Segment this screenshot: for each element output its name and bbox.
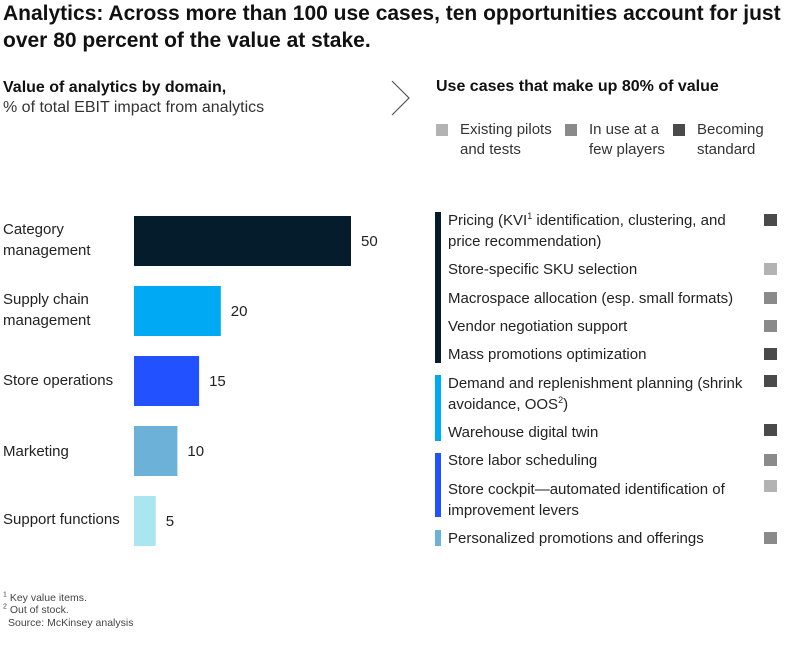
category-label: Category management (3, 221, 91, 259)
bar-support-functions (134, 496, 156, 546)
bar-supply-chain-management (134, 286, 221, 336)
status-square (764, 214, 777, 226)
legend-label-line2: standard (697, 141, 756, 158)
left-header-title: Value of analytics by domain, (3, 79, 227, 96)
status-square (764, 532, 777, 544)
category-label: Supply chain management (3, 291, 91, 329)
category-label: Store operations (3, 372, 114, 389)
use-case-labor-scheduling: Store labor scheduling (448, 452, 598, 469)
chart-title: Analytics: Across more than 100 use case… (3, 2, 781, 52)
footnote-1: 1 Key value items. (3, 591, 87, 605)
category-label: Support functions (3, 511, 120, 528)
group-bar-category-management (435, 212, 441, 363)
status-square (764, 424, 777, 436)
use-case-macrospace: Macrospace allocation (esp. small format… (448, 290, 734, 307)
legend-label-line1: In use at a (589, 121, 660, 138)
legend-label-line2: few players (589, 141, 665, 158)
footnote-2: 2 Out of stock. (3, 603, 69, 617)
legend-label-line1: Becoming (697, 121, 764, 138)
use-case-vendor-negotiation: Vendor negotiation support (448, 318, 628, 335)
use-case-warehouse-twin: Warehouse digital twin (448, 424, 599, 441)
legend-swatch (565, 124, 577, 136)
status-square (764, 375, 777, 387)
bar-value-label: 15 (209, 373, 226, 390)
legend-label-line1: Existing pilots (460, 121, 552, 138)
chevron-right-icon (391, 80, 410, 116)
legend-label-line2: and tests (460, 141, 521, 158)
bar-marketing (134, 426, 178, 476)
use-case-demand-planning: Demand and replenishment planning (shrin… (448, 375, 743, 413)
status-square (764, 348, 777, 360)
left-header-subtitle: % of total EBIT impact from analytics (3, 99, 265, 116)
right-header: Use cases that make up 80% of value (436, 78, 719, 95)
use-case-store-cockpit: Store cockpit—automated identification o… (448, 481, 725, 519)
source-note: Source: McKinsey analysis (8, 617, 134, 629)
use-case-sku-selection: Store-specific SKU selection (448, 261, 638, 278)
group-bar-marketing (435, 530, 441, 546)
bar-store-operations (134, 356, 200, 406)
bar-value-label: 5 (166, 513, 174, 530)
legend-swatch (436, 124, 448, 136)
status-square (764, 292, 777, 304)
left-header: Value of analytics by domain, % of total… (3, 78, 264, 118)
status-square (764, 320, 777, 332)
bar-value-label: 20 (231, 303, 248, 320)
status-square (764, 263, 777, 275)
use-case-mass-promotions: Mass promotions optimization (448, 346, 647, 363)
bar-value-label: 10 (187, 443, 204, 460)
use-case-pricing: Pricing (KVI1 identification, clustering… (448, 211, 726, 251)
status-square (764, 454, 777, 466)
bar-category-management (134, 216, 351, 266)
status-square (764, 480, 777, 492)
legend-swatch (673, 124, 685, 136)
group-bar-store-operations (435, 453, 441, 517)
bar-value-label: 50 (361, 233, 378, 250)
use-case-personalized-promotions: Personalized promotions and offerings (448, 530, 704, 547)
group-bar-supply-chain (435, 375, 441, 441)
category-label: Marketing (3, 443, 69, 460)
